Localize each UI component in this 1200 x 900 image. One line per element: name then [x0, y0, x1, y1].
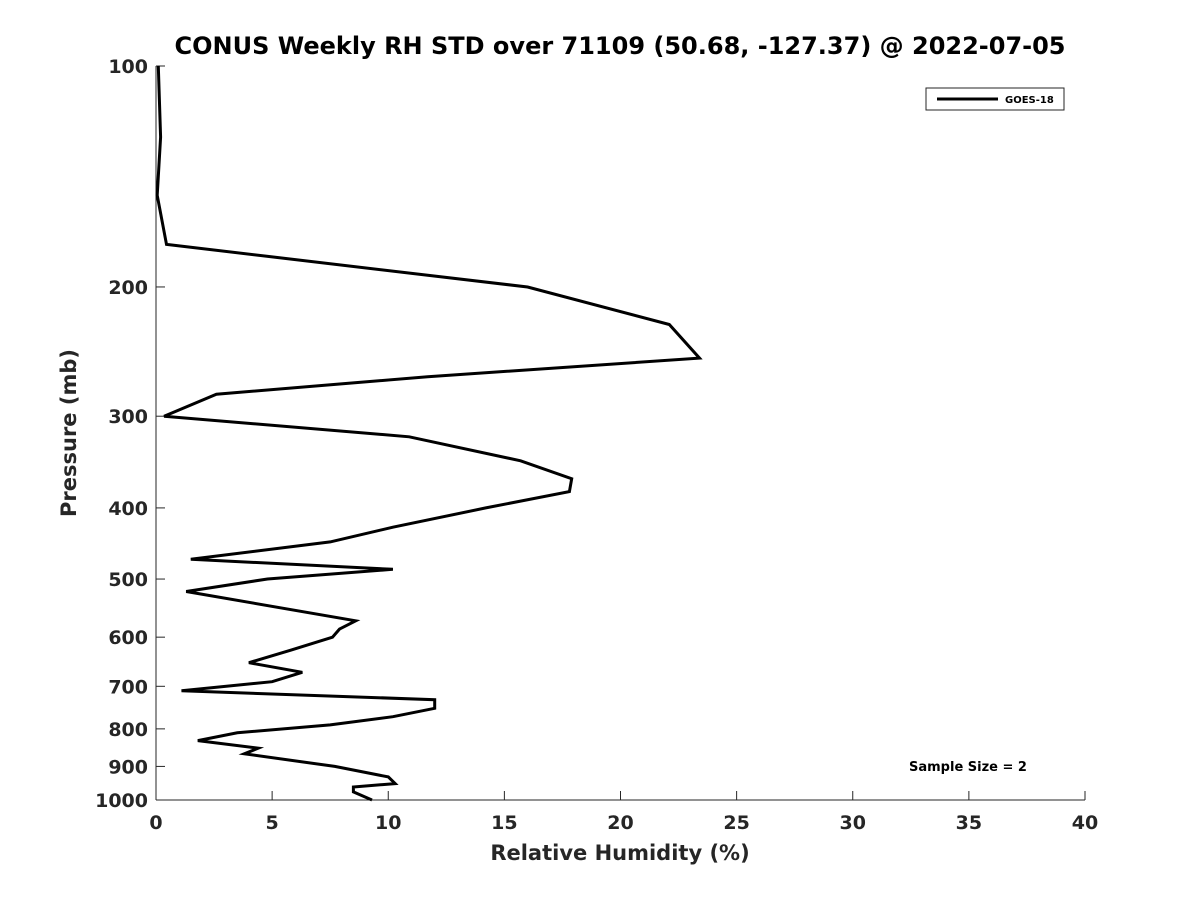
series-line-goes-18 [155, 65, 703, 802]
y-tick-label: 800 [108, 719, 148, 741]
y-tick-label: 100 [108, 56, 148, 78]
y-axis-ticks: 100 200 300 400 500 600 700 800 900 1000 [95, 56, 165, 812]
y-tick-label: 300 [108, 406, 148, 428]
x-tick-label: 0 [149, 812, 162, 834]
y-axis-label: Pressure (mb) [57, 349, 81, 517]
x-tick-label: 30 [840, 812, 866, 834]
x-tick-label: 25 [723, 812, 749, 834]
chart-title: CONUS Weekly RH STD over 71109 (50.68, -… [174, 32, 1065, 60]
x-tick-label: 20 [607, 812, 633, 834]
x-tick-label: 5 [266, 812, 279, 834]
x-tick-label: 10 [375, 812, 401, 834]
x-tick-label: 15 [491, 812, 517, 834]
x-axis-label: Relative Humidity (%) [490, 841, 749, 865]
y-tick-label: 400 [108, 498, 148, 520]
x-tick-label: 40 [1072, 812, 1098, 834]
x-tick-label: 35 [956, 812, 982, 834]
legend-label: GOES-18 [1005, 95, 1054, 106]
y-tick-label: 200 [108, 277, 148, 299]
plot-area [155, 66, 1085, 801]
y-tick-label: 500 [108, 569, 148, 591]
x-axis-ticks: 0 5 10 15 20 25 30 35 40 [149, 791, 1098, 834]
legend: GOES-18 [925, 87, 1065, 111]
y-tick-label: 600 [108, 627, 148, 649]
y-tick-label: 700 [108, 676, 148, 698]
y-tick-label: 900 [108, 756, 148, 778]
sample-size-annotation: Sample Size = 2 [909, 760, 1027, 775]
y-tick-label: 1000 [95, 790, 148, 812]
